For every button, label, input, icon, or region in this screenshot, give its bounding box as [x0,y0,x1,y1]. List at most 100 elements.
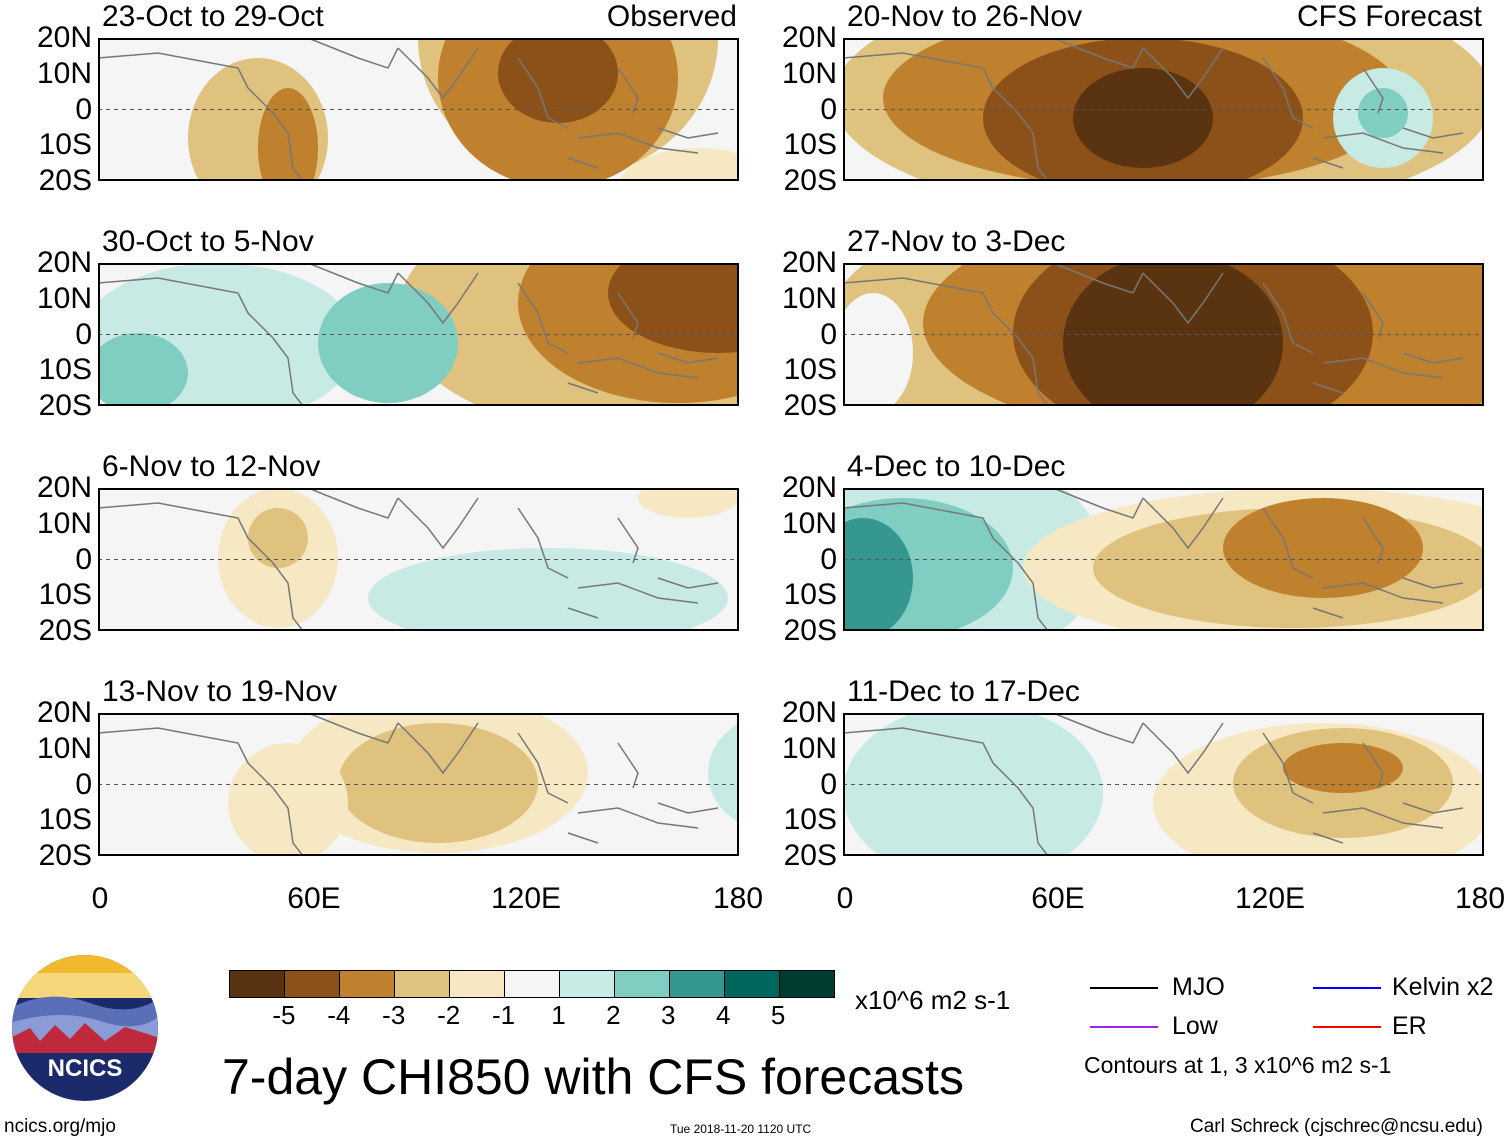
colorbar-unit: x10^6 m2 s-1 [855,985,1011,1015]
y-tick-label: 10N [36,506,92,540]
anomaly-shading [318,283,458,403]
panel-title: 11-Dec to 17-Dec [847,675,1080,708]
y-tick-label: 20S [38,164,92,197]
y-tick-label: 20N [36,471,92,504]
colorbar [229,970,835,998]
anomaly-shading [1358,88,1408,138]
anomaly-shading [368,548,728,631]
colorbar-tick: -4 [327,1000,351,1030]
y-tick-label: 0 [75,767,92,801]
colorbar-swatch [505,971,560,997]
y-tick-label: 10N [36,56,92,90]
panel-title: 20-Nov to 26-Nov [847,0,1083,33]
coastline [98,38,719,181]
anomaly-shading [1283,743,1403,793]
y-tick-label: 20N [36,696,92,729]
chi850-map-panel [843,488,1484,631]
anomaly-shading [843,293,913,406]
coastline [843,488,1464,631]
colorbar-swatch [450,971,505,997]
chi850-map-panel [98,713,739,856]
y-tick-label: 0 [820,542,837,576]
coastline [98,263,719,406]
footer-timestamp: Tue 2018-11-20 1120 UTC [670,1122,812,1136]
y-tick-label: 20S [783,839,837,872]
y-tick-label: 10S [38,803,92,837]
y-tick-label: 0 [820,317,837,351]
x-tick-60e-left: 60E [287,882,341,915]
colorbar-swatch [615,971,670,997]
panel-title: 27-Nov to 3-Dec [847,225,1066,258]
panel-title: 13-Nov to 19-Nov [102,675,338,708]
logo-text: NCICS [48,1055,123,1082]
contour-note: Contours at 1, 3 x10^6 m2 s-1 [1084,1052,1392,1078]
y-tick-label: 0 [75,317,92,351]
x-tick-60e-right: 60E [1031,882,1085,915]
x-tick-0-left: 0 [91,882,109,915]
y-tick-label: 0 [75,92,92,126]
x-tick-180-right: 180 [1454,882,1506,915]
y-tick-label: 10S [38,353,92,387]
colorbar-tick: -2 [437,1000,461,1030]
anomaly-shading [638,488,738,518]
y-tick-label: 10S [783,353,837,387]
anomaly-shading [843,518,913,631]
panel-tag: CFS Forecast [1296,0,1482,33]
legend-label-er: ER [1392,1012,1427,1040]
x-tick-180-left: 180 [712,882,764,915]
y-tick-label: 10N [36,731,92,765]
y-tick-label: 20S [783,389,837,422]
anomaly-shading [608,263,739,353]
y-tick-label: 20N [781,471,837,504]
y-tick-label: 20S [783,614,837,647]
anomaly-shading [1223,498,1423,598]
y-tick-label: 10S [38,128,92,162]
panel-tag: Observed [606,0,737,33]
y-tick-label: 20N [781,246,837,279]
chi850-map-panel [98,263,739,406]
y-tick-label: 10S [38,578,92,612]
y-tick-label: 10N [36,281,92,315]
y-tick-label: 20N [36,246,92,279]
footer-credit: Carl Schreck (cjschrec@ncsu.edu) [1190,1116,1483,1137]
legend-label-low: Low [1172,1012,1218,1040]
chi850-map-panel [843,38,1484,181]
legend-line-er [1313,1026,1381,1028]
anomaly-shading [338,723,538,843]
legend-label-kelvin: Kelvin x2 [1392,973,1494,1001]
colorbar-swatch [725,971,780,997]
colorbar-tick: 3 [661,1000,676,1030]
x-tick-120e-left: 120E [490,882,562,915]
colorbar-swatch [340,971,395,997]
y-tick-label: 20S [783,164,837,197]
anomaly-shading [619,148,739,181]
colorbar-swatch [780,971,834,997]
chi850-map-panel [98,38,739,181]
colorbar-tick: 2 [606,1000,621,1030]
legend-line-kelvin [1313,987,1381,989]
colorbar-swatch [395,971,450,997]
coastline [843,713,1464,856]
anomaly-shading [1073,68,1213,168]
y-tick-label: 20S [38,614,92,647]
y-tick-label: 20N [36,21,92,54]
anomaly-shading [498,38,618,123]
y-tick-label: 20N [781,696,837,729]
colorbar-swatch [560,971,615,997]
colorbar-tick: -5 [272,1000,296,1030]
coastline [843,263,1464,406]
y-tick-label: 10S [783,128,837,162]
y-tick-label: 20S [38,839,92,872]
colorbar-tick: 4 [715,1000,731,1030]
colorbar-tick: -1 [491,1000,516,1030]
colorbar-tick: -3 [382,1000,406,1030]
coastline [843,38,1464,181]
coastline [98,713,719,856]
colorbar-swatch [230,971,285,997]
y-tick-label: 10N [781,56,837,90]
chart-title: 7-day CHI850 with CFS forecasts [222,1049,964,1105]
coastline [98,488,719,631]
y-tick-label: 20S [38,389,92,422]
x-tick-0-right: 0 [836,882,854,915]
colorbar-tick: 1 [551,1000,566,1030]
